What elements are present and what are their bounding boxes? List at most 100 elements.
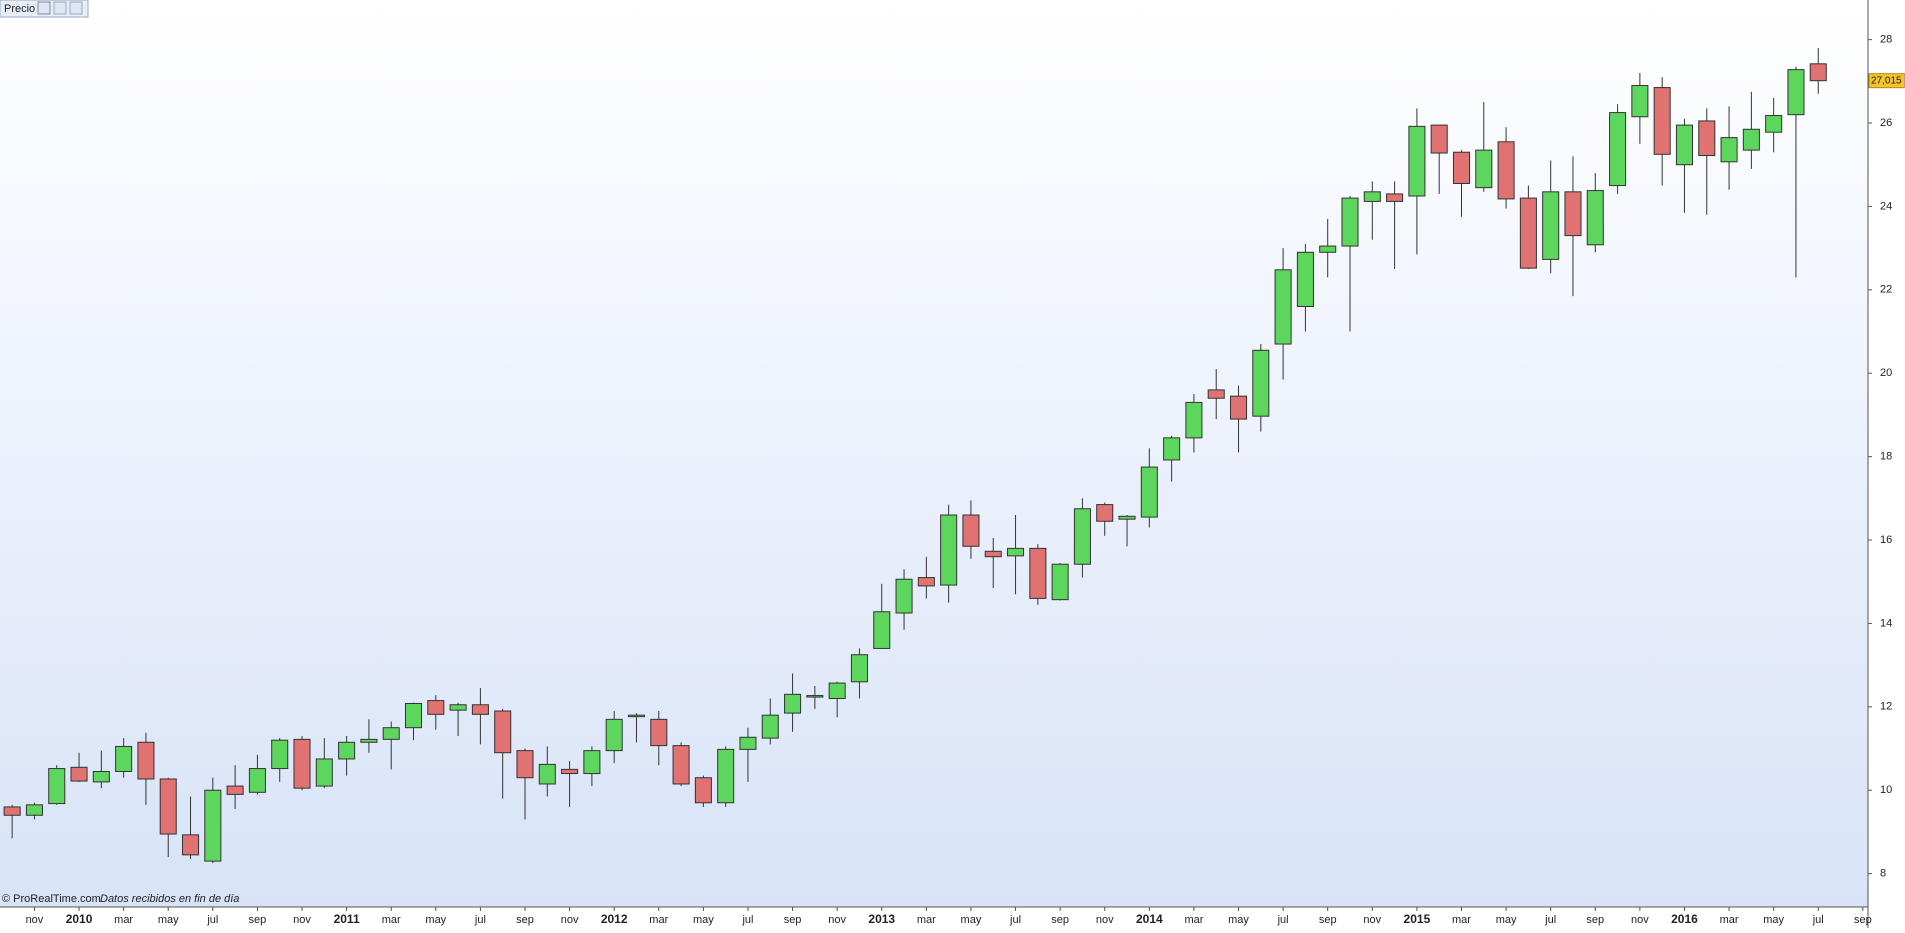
x-tick-label: sep: [1319, 914, 1337, 926]
candle-body: [248, 768, 266, 793]
x-tick-label: sep: [249, 914, 267, 926]
candle-body: [204, 789, 222, 862]
x-tick-label: mar: [382, 914, 401, 926]
x-tick-label: jul: [1009, 914, 1021, 926]
y-tick-label: 10: [1880, 784, 1892, 796]
x-tick-label: may: [1228, 914, 1249, 926]
candle-body: [382, 727, 400, 740]
candle-body: [1274, 269, 1292, 345]
x-tick-label: nov: [1363, 914, 1381, 926]
candle-body: [1229, 395, 1248, 420]
x-tick-label: jul: [741, 914, 753, 926]
candle-body: [1653, 87, 1671, 155]
candle-body: [360, 738, 378, 743]
candle-body: [1207, 389, 1225, 399]
x-tick-label: nov: [1096, 914, 1114, 926]
candle-body: [182, 834, 200, 856]
y-tick-label: 28: [1880, 34, 1892, 46]
x-tick-label: nov: [293, 914, 311, 926]
candle-body: [1140, 466, 1158, 518]
candle-body: [1073, 508, 1091, 565]
x-tick-label: 2015: [1404, 912, 1431, 926]
candle-body: [48, 768, 66, 805]
candle-body: [1519, 197, 1537, 269]
y-tick-label: 16: [1880, 534, 1892, 546]
indicator-title: Precio: [4, 3, 35, 15]
x-tick-label: may: [1496, 914, 1517, 926]
x-tick-label: 2013: [868, 912, 895, 926]
candle-body: [895, 578, 913, 614]
candle-body: [1542, 191, 1560, 260]
x-tick-label: may: [961, 914, 982, 926]
x-tick-label: nov: [26, 914, 44, 926]
x-tick-label: sep: [784, 914, 802, 926]
add-icon[interactable]: [53, 1, 67, 15]
x-tick-label: 2011: [334, 912, 360, 926]
candle-body: [694, 777, 712, 804]
candle-body: [761, 714, 779, 739]
y-tick-label: 24: [1880, 200, 1892, 212]
candle-body: [1809, 63, 1827, 82]
candle-body: [717, 748, 735, 804]
candle-body: [338, 741, 356, 760]
candle-body: [650, 718, 668, 747]
x-tick-label: jul: [206, 914, 218, 926]
candle-body: [1698, 120, 1716, 157]
remove-icon[interactable]: [69, 1, 83, 15]
candle-body: [1185, 401, 1203, 439]
candle-body: [1118, 515, 1136, 520]
price-axis-panel: [1868, 0, 1905, 928]
x-tick-label: jul: [1544, 914, 1556, 926]
x-tick-label: may: [693, 914, 714, 926]
candle-body: [1296, 251, 1314, 308]
x-tick-label: mar: [649, 914, 668, 926]
candle-body: [672, 745, 690, 785]
candle-body: [516, 750, 534, 779]
candle-body: [1430, 124, 1448, 154]
candle-body: [873, 611, 891, 649]
candle-body: [1051, 563, 1069, 601]
candle-body: [1386, 193, 1404, 202]
candle-body: [271, 739, 289, 770]
x-tick-label: mar: [917, 914, 936, 926]
x-tick-label: sep: [516, 914, 534, 926]
candle-body: [962, 514, 980, 547]
candle-body: [940, 514, 958, 586]
candle-body: [806, 695, 824, 698]
note-text: Datos recibidos en fin de día: [100, 893, 239, 905]
candle-body: [1675, 124, 1693, 166]
candle-body: [1609, 112, 1627, 187]
plot-background: [0, 0, 1868, 907]
x-tick-label: mar: [114, 914, 133, 926]
settings-icon[interactable]: [37, 1, 51, 15]
candle-body: [1720, 137, 1738, 163]
candle-body: [1787, 69, 1805, 116]
time-axis-panel: [0, 907, 1868, 928]
x-tick-label: jul: [474, 914, 486, 926]
candle-body: [1742, 128, 1760, 151]
y-tick-label: 22: [1880, 284, 1892, 296]
x-tick-label: may: [1763, 914, 1784, 926]
x-tick-label: mar: [1184, 914, 1203, 926]
candle-body: [427, 700, 445, 715]
candle-body: [494, 710, 512, 754]
candle-body: [605, 718, 623, 752]
x-tick-label: sep: [1854, 914, 1872, 926]
x-tick-label: 2016: [1671, 912, 1698, 926]
candle-body: [1029, 547, 1047, 599]
x-tick-label: may: [158, 914, 179, 926]
y-tick-label: 14: [1880, 617, 1892, 629]
candle-body: [226, 785, 244, 795]
candle-body: [583, 750, 601, 775]
x-tick-label: nov: [561, 914, 579, 926]
candle-body: [1408, 125, 1426, 197]
y-tick-label: 12: [1880, 701, 1892, 713]
candle-body: [92, 770, 110, 783]
candle-body: [828, 682, 846, 699]
candle-body: [70, 766, 88, 782]
y-tick-label: 20: [1880, 367, 1892, 379]
candle-body: [449, 704, 467, 711]
candle-body: [1631, 84, 1649, 118]
candle-body: [538, 763, 556, 785]
